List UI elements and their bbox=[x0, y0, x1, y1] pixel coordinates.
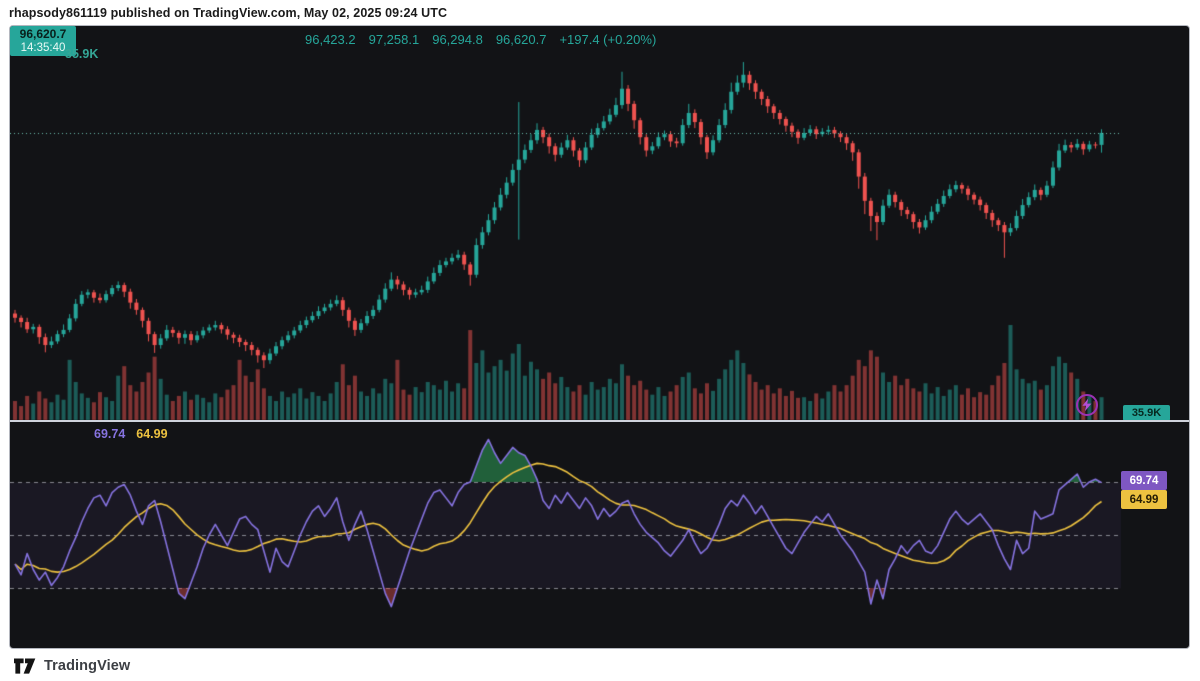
price-pane-canvas[interactable] bbox=[10, 26, 1189, 422]
rsi-pane-canvas[interactable] bbox=[10, 422, 1189, 648]
lightning-icon bbox=[1082, 398, 1092, 412]
ohlc-high: 97,258.1 bbox=[368, 32, 420, 47]
tradingview-logo-icon bbox=[14, 657, 36, 674]
ohlc-row: 96,423.2 97,258.1 96,294.8 96,620.7 +197… bbox=[305, 32, 656, 47]
volume-badge: 35.9K bbox=[1123, 405, 1170, 421]
tradingview-logo-link[interactable]: TradingView bbox=[14, 658, 130, 674]
pane-divider bbox=[10, 420, 1189, 422]
ohlc-close: 96,620.7 bbox=[495, 32, 547, 47]
footer-bar: TradingView bbox=[0, 650, 1200, 681]
volume-legend: 35.9K bbox=[65, 47, 99, 61]
brand-name: TradingView bbox=[44, 657, 131, 674]
attribution-bar: rhapsody861119 published on TradingView.… bbox=[0, 0, 1200, 25]
boost-button[interactable] bbox=[1076, 394, 1098, 416]
attribution-text: rhapsody861119 published on TradingView.… bbox=[9, 5, 448, 20]
ohlc-low: 96,294.8 bbox=[432, 32, 483, 47]
ohlc-change: +197.4 (+0.20%) bbox=[559, 32, 657, 47]
rsi-value-label: 69.74 bbox=[94, 427, 126, 441]
rsi-ma-value-label: 64.99 bbox=[136, 427, 168, 441]
rsi-legend: 69.74 64.99 bbox=[94, 427, 168, 441]
rsi-ma-badge: 64.99 bbox=[1121, 490, 1167, 509]
ohlc-open: 96,423.2 bbox=[305, 32, 356, 47]
chart-container: 96,423.2 97,258.1 96,294.8 96,620.7 +197… bbox=[9, 25, 1190, 649]
rsi-badge: 69.74 bbox=[1121, 471, 1167, 490]
